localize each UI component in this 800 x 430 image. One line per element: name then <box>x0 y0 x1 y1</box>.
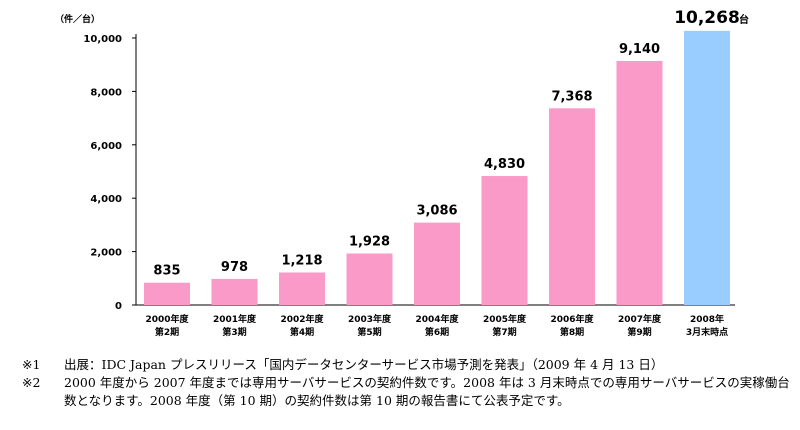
footnotes: ※1 出展：IDC Japan プレスリリース「国内データセンターサービス市場予… <box>22 356 792 410</box>
bar <box>684 30 730 306</box>
bar <box>211 278 258 305</box>
x-tick-sublabel: 第8期 <box>560 326 584 338</box>
y-tick-label: 2,000 <box>90 248 122 259</box>
y-tick-label: 4,000 <box>90 194 122 205</box>
footnote-1-mark: ※1 <box>22 357 41 372</box>
x-tick-sublabel: 3月末時点 <box>686 326 728 338</box>
x-tick-label: 2003年度 <box>348 313 392 325</box>
data-label: 4,830 <box>484 157 525 172</box>
data-label: 9,140 <box>619 42 660 57</box>
bar <box>279 272 325 305</box>
bar-chart: （件／台） 0 2,000 4,000 6,000 8,000 10,000 835 978… <box>55 8 749 338</box>
x-tick-label: 2000年度 <box>145 313 189 325</box>
data-label: 7,368 <box>551 89 592 104</box>
x-tick-sublabel: 第4期 <box>290 326 314 338</box>
y-tick-label: 10,000 <box>83 34 122 45</box>
y-tick-label: 8,000 <box>90 87 122 98</box>
data-label: 3,086 <box>416 204 457 219</box>
footnote-2-text: 2000 年度から 2007 年度までは専用サーバサービスの契約件数です。200… <box>64 375 790 408</box>
x-tick-label: 2001年度 <box>213 313 257 325</box>
x-tick-label: 2008年 <box>690 313 724 325</box>
x-tick-label: 2007年度 <box>618 313 662 325</box>
y-tick-label: 0 <box>115 301 122 312</box>
bar <box>616 60 663 305</box>
data-label: 978 <box>221 260 248 275</box>
x-tick-sublabel: 第5期 <box>357 326 381 338</box>
x-tick-label: 2002年度 <box>280 313 324 325</box>
bar <box>549 108 595 305</box>
bar <box>414 222 460 305</box>
footnote-2: ※2 2000 年度から 2007 年度までは専用サーバサービスの契約件数です。… <box>22 374 792 410</box>
y-axis-unit-label: （件／台） <box>55 13 100 25</box>
data-label: 10,268 <box>674 8 740 28</box>
bar <box>144 282 190 305</box>
data-label: 1,218 <box>281 253 322 268</box>
data-label-unit: 台 <box>739 13 749 26</box>
x-tick-label: 2004年度 <box>415 313 459 325</box>
footnote-1: ※1 出展：IDC Japan プレスリリース「国内データセンターサービス市場予… <box>22 356 792 374</box>
x-tick-sublabel: 第7期 <box>492 326 516 338</box>
data-label: 1,928 <box>349 235 390 250</box>
footnote-2-mark: ※2 <box>22 375 41 390</box>
x-tick-label: 2005年度 <box>483 313 527 325</box>
x-tick-sublabel: 第3期 <box>222 326 246 338</box>
footnote-1-text: 出展：IDC Japan プレスリリース「国内データセンターサービス市場予測を発… <box>64 357 664 372</box>
data-label: 835 <box>153 264 180 279</box>
x-tick-sublabel: 第9期 <box>627 326 651 338</box>
bar <box>481 176 528 305</box>
x-tick-sublabel: 第2期 <box>155 326 179 338</box>
x-tick-label: 2006年度 <box>550 313 594 325</box>
bar <box>346 253 393 305</box>
y-tick-label: 6,000 <box>90 141 122 152</box>
data-labels: 835 978 1,218 1,928 3,086 4,830 7,368 9,140 10,2… <box>153 8 749 279</box>
bars <box>144 30 730 306</box>
x-tick-sublabel: 第6期 <box>425 326 449 338</box>
